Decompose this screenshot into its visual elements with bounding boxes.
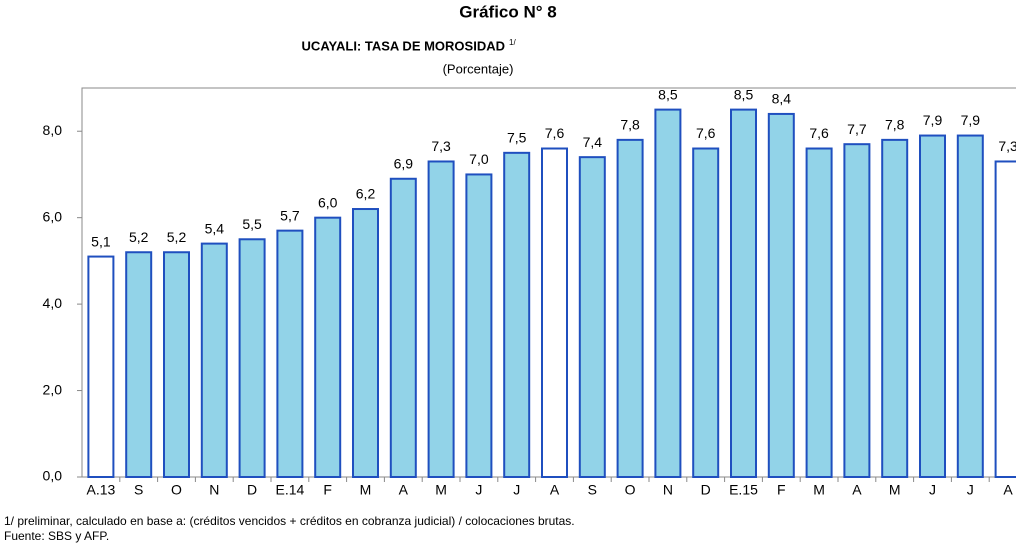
- units: (Porcentaje): [443, 61, 514, 76]
- bar: [730, 108, 757, 478]
- bar: [881, 138, 909, 478]
- value-label: 8,5: [734, 86, 754, 102]
- x-tick-label: M: [889, 482, 901, 498]
- value-label: 7,6: [696, 125, 716, 141]
- value-label: 7,4: [583, 134, 603, 150]
- subtitle-note: 1/: [509, 38, 516, 47]
- value-label: 7,9: [961, 112, 981, 128]
- x-tick-label: N: [209, 482, 219, 498]
- x-tick-label: D: [247, 482, 257, 498]
- value-label: 7,6: [809, 125, 829, 141]
- value-label: 5,1: [91, 233, 111, 249]
- bar: [919, 134, 946, 479]
- value-label: 5,4: [205, 220, 225, 236]
- bar: [692, 147, 720, 478]
- x-tick-label: A.13: [86, 482, 115, 498]
- bar: [352, 208, 379, 478]
- bar: [163, 251, 190, 478]
- bar: [427, 160, 455, 478]
- footnote: 1/ preliminar, calculado en base a: (cré…: [4, 514, 575, 528]
- bar: [541, 147, 568, 478]
- y-tick-label: 6,0: [43, 208, 63, 224]
- value-label: 6,2: [356, 186, 376, 202]
- value-label: 7,3: [431, 138, 451, 154]
- x-tick-label: D: [701, 482, 711, 498]
- bar: [200, 242, 228, 478]
- value-label: 5,2: [167, 229, 187, 245]
- bar: [314, 216, 342, 479]
- value-label: 5,7: [280, 207, 300, 223]
- value-label: 7,7: [847, 121, 867, 137]
- x-tick-label: F: [323, 482, 332, 498]
- y-tick-label: 0,0: [43, 468, 63, 484]
- x-tick-label: E.15: [729, 482, 758, 498]
- x-tick-label: J: [475, 482, 482, 498]
- value-label: 7,8: [620, 117, 640, 133]
- x-tick-label: J: [513, 482, 520, 498]
- value-label: 6,9: [394, 155, 414, 171]
- bar: [767, 112, 795, 479]
- value-label: 7,8: [885, 117, 905, 133]
- x-tick-label: J: [967, 482, 974, 498]
- bar: [578, 156, 606, 478]
- bar: [465, 173, 493, 478]
- value-label: 7,5: [507, 130, 527, 146]
- value-label: 7,6: [545, 125, 565, 141]
- bar: [843, 143, 871, 478]
- chart-title: Gráfico N° 8: [459, 2, 557, 21]
- value-label: 8,5: [658, 86, 678, 102]
- value-label: 6,0: [318, 194, 338, 210]
- bar: [389, 177, 417, 478]
- x-tick-label: M: [435, 482, 447, 498]
- x-tick-label: O: [171, 482, 182, 498]
- bar: [87, 255, 115, 479]
- x-tick-label: M: [813, 482, 825, 498]
- bar: [994, 160, 1016, 478]
- value-label: 5,2: [129, 229, 149, 245]
- value-label: 8,4: [772, 91, 792, 107]
- x-tick-label: F: [777, 482, 786, 498]
- y-tick-label: 8,0: [43, 122, 63, 138]
- footnote: Fuente: SBS y AFP.: [4, 529, 109, 543]
- value-label: 7,0: [469, 151, 489, 167]
- bar: [125, 251, 153, 478]
- bar: [276, 229, 304, 478]
- chart-subtitle: UCAYALI: TASA DE MOROSIDAD: [302, 38, 505, 53]
- x-tick-label: O: [625, 482, 636, 498]
- value-label: 7,9: [923, 112, 943, 128]
- value-label: 5,5: [242, 216, 262, 232]
- x-tick-label: N: [663, 482, 673, 498]
- x-tick-label: E.14: [275, 482, 304, 498]
- bar: [503, 151, 531, 478]
- x-tick-label: J: [929, 482, 936, 498]
- x-tick-label: A: [399, 482, 409, 498]
- x-tick-label: S: [134, 482, 143, 498]
- y-tick-label: 4,0: [43, 295, 63, 311]
- bar: [238, 238, 266, 478]
- bar: [805, 147, 833, 478]
- bar: [654, 108, 682, 478]
- bar: [616, 138, 644, 478]
- x-tick-label: A: [852, 482, 862, 498]
- y-tick-label: 2,0: [43, 381, 63, 397]
- x-tick-label: M: [360, 482, 372, 498]
- x-tick-label: A: [1003, 482, 1013, 498]
- x-tick-label: A: [550, 482, 560, 498]
- value-label: 7,3: [998, 138, 1016, 154]
- bar: [956, 134, 984, 479]
- x-tick-label: S: [588, 482, 597, 498]
